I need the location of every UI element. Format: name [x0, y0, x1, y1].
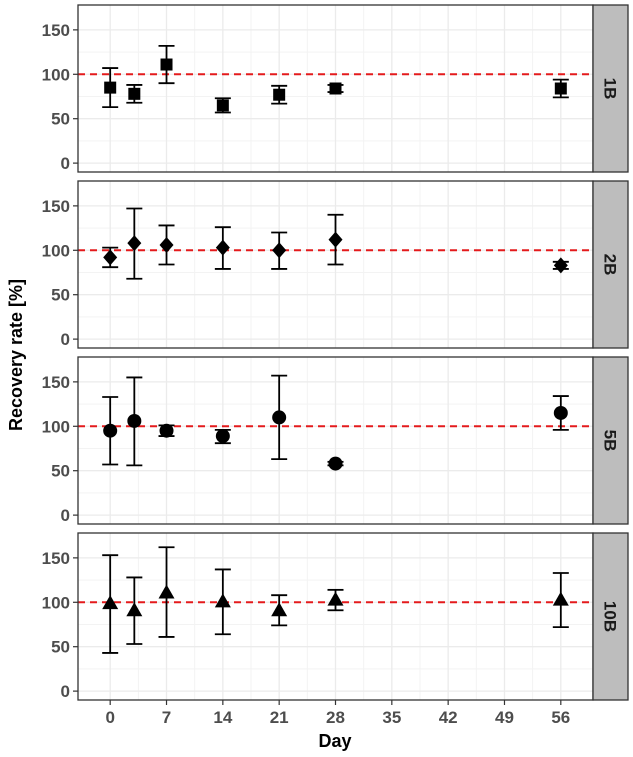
y-tick-label: 100	[42, 417, 70, 436]
facet-strip-label: 1B	[601, 78, 620, 100]
facet-strip-label: 2B	[601, 254, 620, 276]
x-tick-label: 28	[326, 708, 345, 727]
data-point-square	[160, 58, 173, 71]
y-tick-label: 50	[51, 462, 70, 481]
y-tick-label: 0	[61, 330, 70, 349]
facet-strip	[592, 180, 629, 349]
data-point-diamond	[328, 231, 343, 248]
data-point-triangle	[126, 602, 143, 617]
data-point-circle	[272, 410, 287, 425]
y-tick-label: 50	[51, 638, 70, 657]
y-tick-label: 50	[51, 286, 70, 305]
y-tick-label: 150	[42, 549, 70, 568]
x-tick-label: 14	[213, 708, 232, 727]
panels-group: 0 50 100 150 1B 0 50 100 150 2B 0 50 100 150 5B 0 50 100 1…	[42, 4, 629, 701]
x-axis: 0 7 14 21 28 35 42 49 56	[105, 700, 570, 727]
x-tick-label: 21	[270, 708, 289, 727]
data-point-square	[216, 99, 229, 112]
data-point-diamond	[159, 236, 174, 253]
y-tick-label: 100	[42, 65, 70, 84]
y-tick-label: 0	[61, 154, 70, 173]
x-tick-label: 7	[162, 708, 171, 727]
x-tick-label: 56	[551, 708, 570, 727]
panel-2B: 0 50 100 150 2B	[42, 180, 629, 349]
data-point-triangle	[327, 591, 344, 606]
facet-strip-label: 5B	[601, 430, 620, 452]
x-tick-label: 42	[439, 708, 458, 727]
data-point-diamond	[103, 249, 118, 266]
data-point-circle	[103, 423, 118, 438]
y-tick-label: 0	[61, 682, 70, 701]
y-tick-label: 0	[61, 506, 70, 525]
data-point-square	[128, 87, 141, 100]
data-point-circle	[159, 423, 174, 438]
facet-strip-label: 10B	[601, 601, 620, 632]
data-point-triangle	[271, 602, 288, 617]
data-point-circle	[127, 413, 142, 428]
y-tick-label: 150	[42, 21, 70, 40]
y-tick-label: 100	[42, 593, 70, 612]
x-tick-label: 35	[382, 708, 401, 727]
facet-strip	[592, 4, 629, 173]
y-tick-label: 50	[51, 110, 70, 129]
x-tick-label: 49	[495, 708, 514, 727]
data-point-square	[329, 82, 342, 95]
data-point-square	[554, 82, 567, 95]
x-axis-title: Day	[318, 731, 351, 751]
data-point-triangle	[214, 593, 231, 608]
data-point-square	[104, 81, 117, 94]
data-point-triangle	[552, 591, 569, 606]
facet-strip	[592, 356, 629, 525]
data-point-circle	[553, 405, 568, 420]
data-point-diamond	[272, 242, 287, 259]
data-point-circle	[215, 429, 230, 444]
data-point-diamond	[553, 257, 568, 274]
panel-10B: 0 50 100 150 10B	[42, 532, 629, 701]
y-tick-label: 150	[42, 197, 70, 216]
y-tick-label: 150	[42, 373, 70, 392]
data-point-triangle	[102, 595, 119, 610]
panel-1B: 0 50 100 150 1B	[42, 4, 629, 173]
data-point-square	[273, 88, 286, 101]
facet-strip	[592, 532, 629, 701]
data-point-triangle	[158, 584, 175, 599]
data-point-diamond	[127, 235, 142, 252]
y-axis-title: Recovery rate [%]	[6, 279, 26, 431]
data-point-diamond	[215, 239, 230, 256]
x-tick-label: 0	[105, 708, 114, 727]
panel-5B: 0 50 100 150 5B	[42, 356, 629, 525]
y-tick-label: 100	[42, 241, 70, 260]
data-point-circle	[328, 456, 343, 471]
